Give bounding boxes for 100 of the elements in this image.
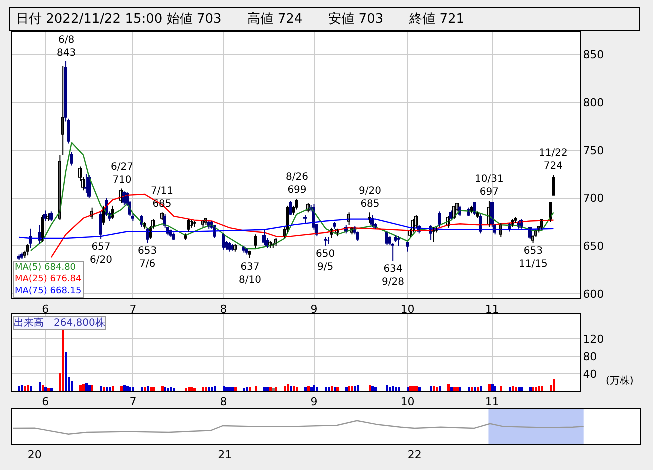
- annotation: 650 9/5: [316, 249, 336, 273]
- chart-title: 日付 2022/11/22 15:00 始値 703 高値 724 安値 703 終値 721: [16, 11, 465, 27]
- bar: [188, 388, 190, 392]
- bar: [456, 388, 459, 392]
- annotation: 8/26 699: [286, 172, 308, 196]
- annotation: 10/31 697: [475, 174, 504, 198]
- bar: [167, 388, 169, 392]
- text: MA(25) 676.84: [15, 274, 82, 285]
- bar: [65, 352, 67, 392]
- bar: [185, 388, 187, 392]
- bar: [263, 388, 266, 392]
- bar: [512, 386, 514, 392]
- bar: [313, 386, 315, 392]
- bar: [409, 386, 412, 392]
- text: MA(5) 684.80: [15, 263, 76, 273]
- bar: [47, 388, 50, 392]
- bar: [223, 386, 225, 392]
- bar: [316, 388, 318, 392]
- bar: [307, 386, 310, 392]
- bar: [418, 388, 421, 392]
- candlestick: [303, 215, 307, 224]
- y-tick-label: 80: [583, 350, 598, 364]
- bar: [398, 388, 400, 392]
- bar: [208, 388, 210, 392]
- bar: [535, 388, 537, 392]
- annotation: 6/27 710: [111, 162, 134, 186]
- bar: [275, 388, 277, 392]
- bar: [91, 386, 93, 392]
- bar: [225, 388, 228, 392]
- x-tick-label: 10: [400, 302, 415, 316]
- bar: [234, 388, 237, 392]
- bar: [538, 386, 540, 392]
- bar: [21, 386, 23, 392]
- annotation: 6/8 843: [57, 35, 76, 59]
- x-tick-label: 6: [42, 302, 50, 316]
- y-tick-label: 750: [583, 144, 604, 158]
- y-tick-label: 700: [583, 192, 604, 206]
- bar: [450, 388, 453, 392]
- bar: [82, 384, 85, 392]
- x-tick-label: 8: [220, 302, 228, 316]
- bar: [453, 388, 456, 392]
- bar: [42, 386, 44, 392]
- bar: [123, 386, 126, 392]
- bar: [468, 388, 470, 392]
- bar: [272, 388, 275, 392]
- bar: [395, 388, 397, 392]
- bar: [103, 388, 105, 392]
- bar: [243, 388, 245, 392]
- bar: [407, 388, 409, 392]
- bar: [325, 388, 327, 392]
- bar: [290, 386, 292, 392]
- bar: [509, 388, 511, 392]
- bar: [351, 386, 353, 392]
- bar: [296, 388, 298, 392]
- text: (万株): [606, 375, 634, 387]
- bar: [328, 388, 330, 392]
- bar: [144, 388, 146, 392]
- x-tick-label: 11: [485, 396, 500, 409]
- bar: [214, 386, 216, 392]
- bar: [170, 388, 172, 392]
- bar: [371, 386, 374, 392]
- bar: [348, 386, 350, 392]
- bar: [310, 388, 313, 392]
- y-tick-label: 850: [583, 48, 604, 62]
- y-tick-label: 120: [583, 332, 604, 346]
- bar: [471, 388, 473, 392]
- bar: [336, 388, 339, 392]
- bar: [520, 388, 523, 392]
- bar: [231, 388, 234, 392]
- bar: [529, 388, 532, 392]
- x-tick-label: 9: [310, 302, 318, 316]
- annotation: 637 8/10: [239, 262, 262, 286]
- x-tick-label: 10: [400, 396, 415, 409]
- bar: [331, 386, 333, 392]
- bar: [415, 386, 418, 392]
- bar: [141, 388, 143, 392]
- bar: [30, 386, 32, 392]
- annotation: 653 7/6: [138, 246, 158, 270]
- bar: [27, 386, 29, 392]
- annotation: 634 9/28: [382, 264, 404, 288]
- bar: [488, 384, 491, 392]
- bar: [164, 388, 166, 392]
- bar: [202, 388, 204, 392]
- y-tick-label: 600: [583, 288, 604, 301]
- chart-title: 出来高 264,800株: [14, 317, 106, 329]
- bar: [79, 386, 82, 392]
- x-tick-label: 7: [130, 302, 137, 316]
- bar: [532, 388, 534, 392]
- bar: [269, 388, 272, 392]
- y-tick-label: 650: [583, 240, 604, 253]
- bar: [106, 388, 108, 392]
- bar: [150, 388, 152, 392]
- bar: [345, 388, 348, 392]
- bar: [515, 388, 517, 392]
- bar: [392, 386, 394, 392]
- annotation: 653 11/15: [519, 246, 548, 270]
- bar: [132, 388, 134, 392]
- annotation: 657 6/20: [90, 242, 112, 266]
- bar: [88, 386, 91, 392]
- bar: [112, 386, 114, 392]
